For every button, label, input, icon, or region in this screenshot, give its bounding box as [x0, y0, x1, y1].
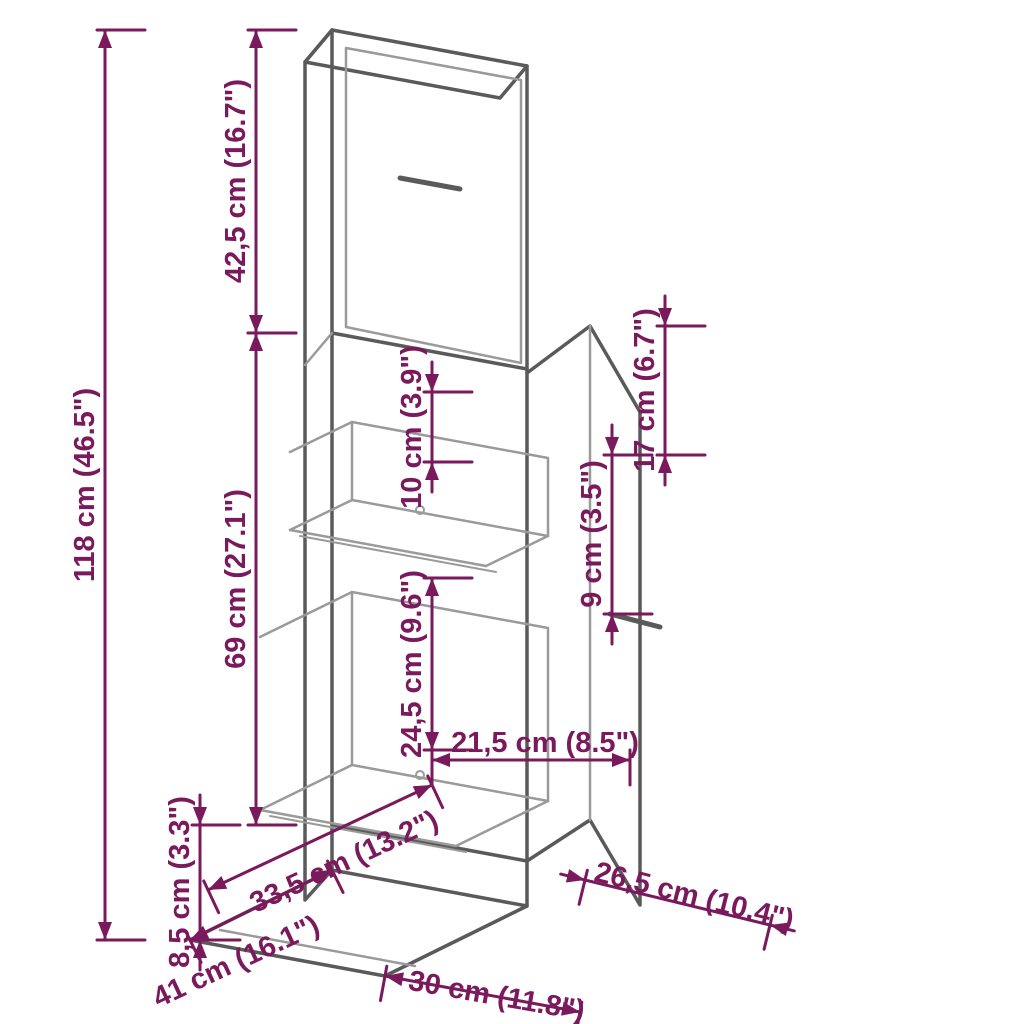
dim-label-4: 10 cm (3.9") [396, 345, 428, 509]
dim-label-0: 118 cm (46.5") [69, 388, 101, 582]
dim-label-10: 26,5 cm (10.4") [591, 856, 797, 936]
dim-label-2: 69 cm (27.1") [220, 489, 252, 669]
dim-label-6: 17 cm (6.7") [629, 308, 661, 472]
dimensions: 118 cm (46.5") 42,5 cm (16.7") 69 cm (27.1… [69, 30, 797, 1024]
dim-label-12: 30 cm (11.8") [406, 965, 587, 1024]
dim-label-9: 33,5 cm (13.2") [245, 804, 443, 919]
dim-label-1: 42,5 cm (16.7") [220, 79, 252, 283]
dim-label-5: 24,5 cm (9.6") [396, 570, 428, 758]
dim-label-7: 9 cm (3.5") [576, 460, 608, 608]
dim-label-8: 21,5 cm (8.5") [451, 727, 639, 759]
